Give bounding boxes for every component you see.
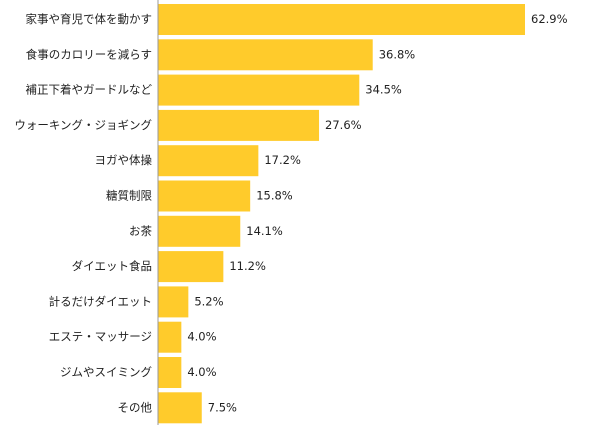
bar-5 (158, 180, 251, 212)
value-label: 36.8% (379, 47, 416, 61)
value-label: 5.2% (194, 294, 223, 308)
bars (158, 4, 525, 424)
bar-4 (158, 145, 259, 177)
bar-10 (158, 357, 182, 388)
value-label: 27.6% (325, 118, 362, 132)
bar-2 (158, 74, 360, 106)
value-label: 11.2% (229, 259, 266, 273)
value-label: 14.1% (246, 224, 283, 238)
category-label: ウォーキング・ジョギング (14, 118, 152, 132)
category-label: ヨガや体操 (95, 153, 153, 167)
category-label: 家事や育児で体を動かす (26, 12, 153, 26)
bar-1 (158, 39, 373, 71)
category-label: ダイエット食品 (72, 259, 152, 273)
value-label: 4.0% (187, 330, 216, 344)
value-labels: 62.9% 36.8% 34.5% 27.6% 17.2% 15.8% 14.1% 11.2%… (187, 12, 567, 414)
category-label: お茶 (129, 224, 152, 238)
category-label: 食事のカロリーを減らす (26, 47, 152, 61)
bar-6 (158, 215, 241, 247)
category-label: 計るだけダイエット (49, 294, 152, 308)
value-label: 7.5% (208, 400, 237, 414)
category-label: その他 (118, 400, 153, 414)
category-labels: 家事や育児で体を動かす食事のカロリーを減らす補正下着やガードルなどウォーキング・… (14, 12, 152, 414)
bar-7 (158, 251, 224, 283)
category-label: 補正下着やガードルなど (26, 83, 153, 97)
bar-0 (158, 4, 525, 35)
bar-8 (158, 286, 189, 318)
value-label: 4.0% (187, 365, 216, 379)
value-label: 17.2% (264, 153, 301, 167)
value-label: 62.9% (531, 12, 568, 26)
bar-3 (158, 109, 320, 141)
bar-11 (158, 392, 202, 424)
bar-9 (158, 321, 182, 353)
value-label: 34.5% (365, 83, 402, 97)
category-label: エステ・マッサージ (49, 330, 152, 344)
value-label: 15.8% (256, 189, 293, 203)
category-label: 糖質制限 (106, 189, 152, 203)
category-label: ジムやスイミング (60, 365, 152, 379)
